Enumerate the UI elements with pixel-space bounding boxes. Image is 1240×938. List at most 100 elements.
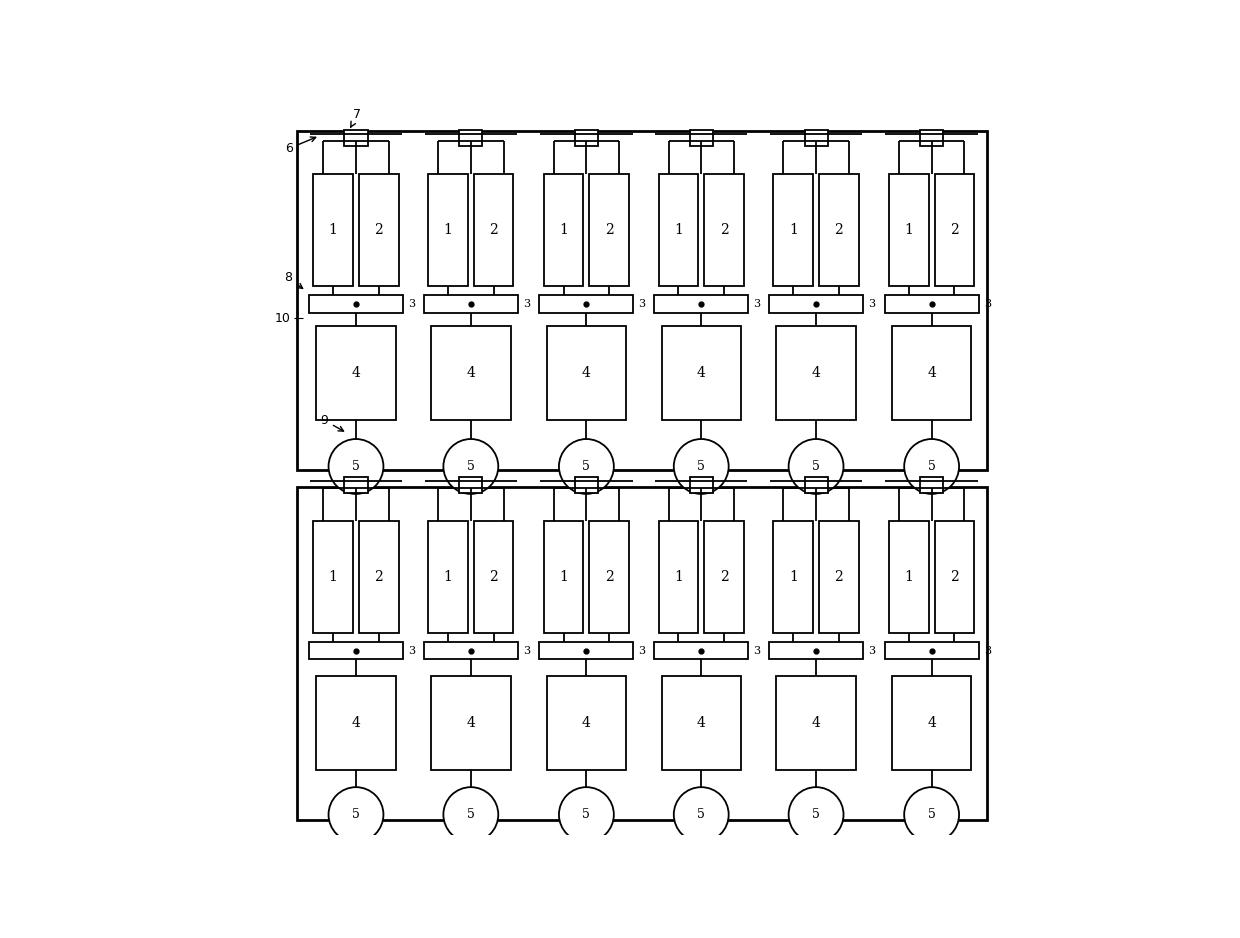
- Bar: [774, 521, 813, 632]
- Text: 1: 1: [675, 569, 683, 583]
- Bar: [769, 295, 863, 312]
- Bar: [309, 295, 403, 312]
- Bar: [428, 521, 467, 632]
- Bar: [539, 295, 634, 312]
- Text: 2: 2: [605, 569, 614, 583]
- Text: 5: 5: [697, 460, 706, 473]
- Bar: [889, 174, 929, 286]
- Bar: [424, 642, 518, 659]
- Text: 2: 2: [490, 569, 498, 583]
- Text: 1: 1: [559, 569, 568, 583]
- Text: 3: 3: [408, 299, 415, 309]
- Bar: [474, 174, 513, 286]
- Bar: [314, 521, 353, 632]
- Bar: [776, 325, 856, 419]
- Text: 1: 1: [789, 223, 797, 237]
- Circle shape: [329, 787, 383, 842]
- Bar: [704, 174, 744, 286]
- Text: 8: 8: [284, 271, 303, 288]
- Text: 5: 5: [352, 809, 360, 821]
- Bar: [658, 174, 698, 286]
- Bar: [459, 477, 482, 492]
- Text: 3: 3: [868, 645, 875, 656]
- Bar: [689, 477, 713, 492]
- Text: 7: 7: [351, 108, 361, 127]
- Text: 5: 5: [583, 460, 590, 473]
- Text: 2: 2: [490, 223, 498, 237]
- Text: 4: 4: [812, 366, 821, 380]
- Bar: [316, 325, 396, 419]
- Text: 2: 2: [374, 569, 383, 583]
- Bar: [547, 325, 626, 419]
- Text: 2: 2: [835, 223, 843, 237]
- Bar: [358, 521, 398, 632]
- Text: 5: 5: [812, 809, 820, 821]
- Bar: [428, 174, 467, 286]
- Text: 1: 1: [789, 569, 797, 583]
- Bar: [345, 130, 367, 146]
- Text: 4: 4: [812, 716, 821, 730]
- Bar: [661, 325, 742, 419]
- Text: 4: 4: [928, 366, 936, 380]
- Text: 2: 2: [374, 223, 383, 237]
- Bar: [345, 477, 367, 492]
- Bar: [432, 676, 511, 770]
- Text: 2: 2: [719, 569, 728, 583]
- Bar: [892, 325, 971, 419]
- Bar: [575, 130, 598, 146]
- Bar: [935, 521, 975, 632]
- Text: 2: 2: [719, 223, 728, 237]
- Text: 5: 5: [352, 460, 360, 473]
- Text: 5: 5: [812, 460, 820, 473]
- Text: 9: 9: [320, 414, 343, 431]
- Bar: [920, 130, 944, 146]
- Bar: [805, 130, 827, 146]
- Circle shape: [444, 787, 498, 842]
- Text: 5: 5: [697, 809, 706, 821]
- Text: 5: 5: [928, 460, 935, 473]
- Text: 10: 10: [274, 312, 290, 325]
- Bar: [459, 130, 482, 146]
- Bar: [589, 521, 629, 632]
- Bar: [655, 642, 748, 659]
- Bar: [314, 174, 353, 286]
- Bar: [309, 642, 403, 659]
- Bar: [805, 477, 827, 492]
- Text: 2: 2: [950, 223, 959, 237]
- Text: 5: 5: [467, 460, 475, 473]
- Text: 1: 1: [904, 223, 914, 237]
- Text: 3: 3: [639, 299, 646, 309]
- Bar: [358, 174, 398, 286]
- Text: 4: 4: [697, 716, 706, 730]
- Bar: [661, 676, 742, 770]
- Text: 3: 3: [753, 645, 760, 656]
- Bar: [589, 174, 629, 286]
- Bar: [892, 676, 971, 770]
- Text: 1: 1: [329, 223, 337, 237]
- Text: 4: 4: [928, 716, 936, 730]
- Text: 3: 3: [983, 645, 991, 656]
- Bar: [298, 130, 987, 470]
- Text: 1: 1: [329, 569, 337, 583]
- Circle shape: [444, 439, 498, 494]
- Bar: [424, 295, 518, 312]
- Circle shape: [329, 439, 383, 494]
- Text: 2: 2: [605, 223, 614, 237]
- Text: 4: 4: [466, 716, 475, 730]
- Text: 4: 4: [582, 716, 590, 730]
- Circle shape: [673, 439, 729, 494]
- Text: 4: 4: [352, 366, 361, 380]
- Bar: [575, 477, 598, 492]
- Text: 5: 5: [583, 809, 590, 821]
- Circle shape: [789, 787, 843, 842]
- Text: 1: 1: [444, 223, 453, 237]
- Text: 3: 3: [639, 645, 646, 656]
- Text: 1: 1: [444, 569, 453, 583]
- Bar: [547, 676, 626, 770]
- Circle shape: [559, 787, 614, 842]
- Bar: [539, 642, 634, 659]
- Bar: [298, 487, 987, 821]
- Circle shape: [673, 787, 729, 842]
- Bar: [884, 295, 978, 312]
- Bar: [544, 521, 584, 632]
